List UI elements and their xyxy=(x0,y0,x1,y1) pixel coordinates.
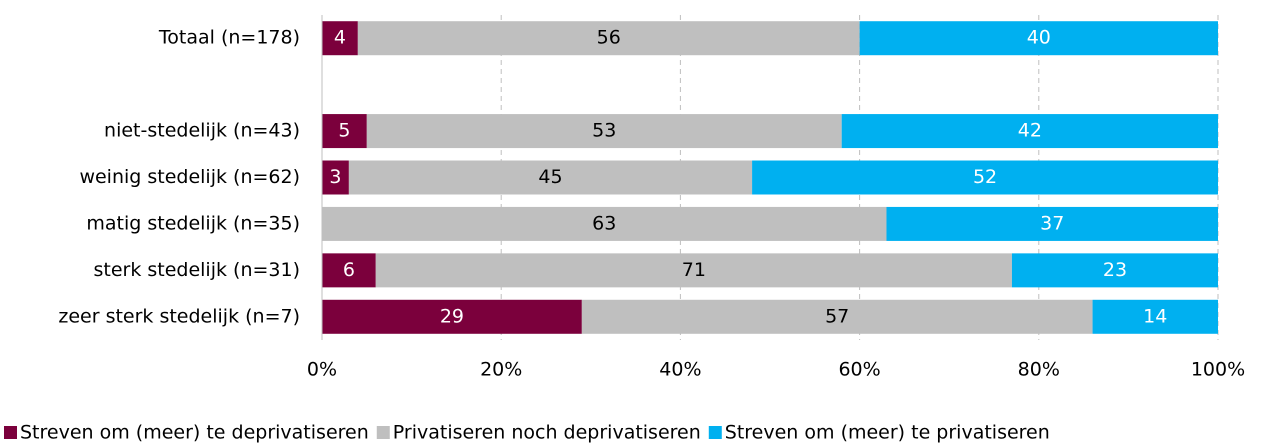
data-label: 4 xyxy=(334,27,346,49)
bar-segment xyxy=(366,114,842,149)
bar-segment xyxy=(375,253,1012,288)
x-tick-label: 40% xyxy=(659,359,701,381)
legend-swatch xyxy=(376,426,390,439)
bar-segment xyxy=(581,299,1093,334)
legend-label: Streven om (meer) te deprivatiseren xyxy=(20,422,369,443)
legend-label: Streven om (meer) te privatiseren xyxy=(725,422,1050,443)
bar-segment xyxy=(859,21,1218,56)
y-tick-label: Totaal (n=178) xyxy=(158,27,300,49)
x-tick-label: 60% xyxy=(838,359,880,381)
data-label: 3 xyxy=(329,166,341,188)
bar-segment xyxy=(322,299,582,334)
bar-segment xyxy=(841,114,1218,149)
data-label: 5 xyxy=(338,120,350,142)
bar-segment xyxy=(1092,299,1218,334)
data-label: 53 xyxy=(592,120,616,142)
bar-segment xyxy=(752,160,1218,195)
data-label: 6 xyxy=(343,259,355,281)
legend-label: Privatiseren noch deprivatiseren xyxy=(393,422,701,443)
legend-swatch xyxy=(708,426,722,439)
bar-segment xyxy=(322,21,358,56)
data-label: 14 xyxy=(1143,305,1167,327)
legend-swatch xyxy=(4,426,17,439)
data-label: 23 xyxy=(1103,259,1127,281)
data-label: 71 xyxy=(682,259,706,281)
data-label: 29 xyxy=(440,305,464,327)
data-label: 40 xyxy=(1027,27,1051,49)
data-label: 37 xyxy=(1040,212,1064,234)
bar-segment xyxy=(322,160,349,195)
data-label: 63 xyxy=(592,212,616,234)
x-tick-label: 0% xyxy=(307,359,337,381)
bar-segment xyxy=(348,160,753,195)
bar-segment xyxy=(322,114,367,149)
bar-segment xyxy=(886,206,1218,241)
data-label: 52 xyxy=(973,166,997,188)
y-tick-label: weinig stedelijk (n=62) xyxy=(79,166,300,188)
y-tick-label: zeer sterk stedelijk (n=7) xyxy=(58,305,300,327)
x-tick-label: 100% xyxy=(1191,359,1245,381)
y-tick-label: niet-stedelijk (n=43) xyxy=(104,120,300,142)
bar-segment xyxy=(322,206,887,241)
data-label: 42 xyxy=(1018,120,1042,142)
x-tick-label: 20% xyxy=(480,359,522,381)
data-label: 57 xyxy=(825,305,849,327)
x-tick-label: 80% xyxy=(1018,359,1060,381)
bar-segment xyxy=(357,21,860,56)
data-label: 45 xyxy=(538,166,562,188)
y-tick-label: matig stedelijk (n=35) xyxy=(86,212,300,234)
data-label: 56 xyxy=(597,27,621,49)
y-tick-label: sterk stedelijk (n=31) xyxy=(93,259,300,281)
bar-segment xyxy=(1011,253,1218,288)
bar-segment xyxy=(322,253,376,288)
